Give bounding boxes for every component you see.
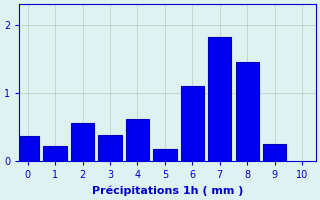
Bar: [16, 136, 39, 161]
Bar: [263, 144, 286, 161]
Bar: [44, 146, 67, 161]
Bar: [208, 37, 231, 161]
X-axis label: Précipitations 1h ( mm ): Précipitations 1h ( mm ): [92, 185, 243, 196]
Bar: [71, 123, 94, 161]
Bar: [236, 62, 259, 161]
Bar: [181, 86, 204, 161]
Bar: [126, 119, 149, 161]
Bar: [98, 135, 122, 161]
Bar: [153, 149, 177, 161]
